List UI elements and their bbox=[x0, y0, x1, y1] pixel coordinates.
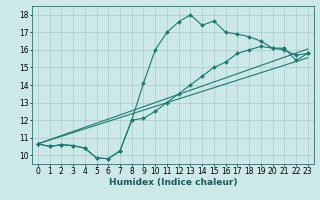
X-axis label: Humidex (Indice chaleur): Humidex (Indice chaleur) bbox=[108, 178, 237, 187]
